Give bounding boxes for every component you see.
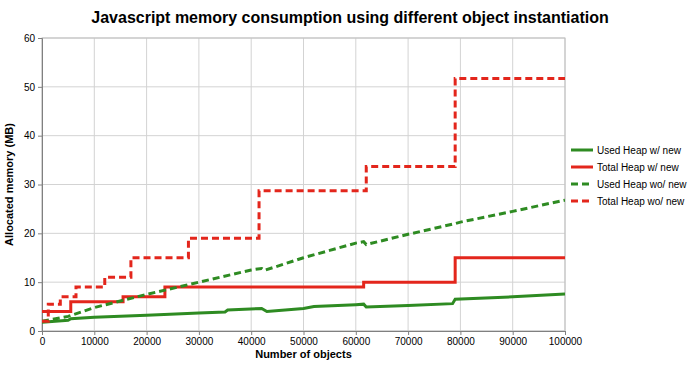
legend-swatch [571,183,593,186]
y-tick-mark [38,185,42,186]
x-tick-label: 60000 [342,336,370,347]
legend-swatch [571,200,593,203]
x-tick-mark [356,331,357,335]
grid-line-x [94,38,95,331]
y-tick-mark [38,331,42,332]
x-tick-label: 0 [40,336,46,347]
plot-area [42,79,565,323]
x-tick: 10000 [81,331,109,347]
x-tick-label: 50000 [290,336,318,347]
x-tick: 20000 [133,331,161,347]
grid-line-x [460,38,461,331]
y-tick-label: 30 [24,179,36,190]
y-tick-mark [38,38,42,39]
grid-line-x [146,38,147,331]
y-axis: 0 10 20 30 40 50 60 [24,33,43,337]
legend-label: Used Heap w/ new [597,145,682,156]
x-tick: 40000 [238,331,266,347]
y-tick: 0 [29,326,42,337]
y-tick: 60 [24,33,42,44]
x-tick-mark [304,331,305,335]
y-axis-title: Allocated memory (MB) [3,123,15,246]
x-tick-mark [513,331,514,335]
y-tick: 40 [24,130,42,141]
y-tick: 20 [24,228,42,239]
legend-label: Total Heap w/ new [597,162,679,173]
y-tick-mark [38,282,42,283]
x-axis-title: Number of objects [255,348,352,360]
y-tick: 50 [24,82,42,93]
x-tick: 70000 [395,331,423,347]
x-tick-mark [460,331,461,335]
x-tick: 50000 [290,331,318,347]
plot-frame [42,38,565,331]
y-tick-label: 50 [24,82,36,93]
x-tick-mark [199,331,200,335]
chart: 0 10000 20000 30000 40000 50000 60000 70000 8000… [0,0,700,373]
x-tick: 0 [40,331,46,347]
x-tick: 100000 [549,331,583,347]
grid [42,38,565,331]
chart-title: Javascript memory consumption using diff… [91,9,608,26]
legend-swatch [571,166,593,169]
x-tick-label: 100000 [549,336,583,347]
y-tick-label: 0 [29,326,35,337]
x-tick: 60000 [342,331,370,347]
series-line [42,200,565,321]
legend: Used Heap w/ new Total Heap w/ new Used He… [571,145,687,207]
y-tick-mark [38,136,42,137]
series-line [42,294,565,322]
y-tick: 10 [24,277,42,288]
x-tick-label: 10000 [81,336,109,347]
y-tick-label: 20 [24,228,36,239]
x-tick: 80000 [447,331,475,347]
x-tick: 30000 [185,331,213,347]
x-tick-mark [147,331,148,335]
x-tick-label: 70000 [395,336,423,347]
y-tick-mark [38,87,42,88]
y-axis-line [38,39,43,332]
y-tick-label: 60 [24,33,36,44]
x-tick-label: 40000 [238,336,266,347]
x-tick-mark [251,331,252,335]
grid-line-x [408,38,409,331]
legend-swatch [571,149,593,152]
legend-label: Used Heap wo/ new [597,179,687,190]
y-tick-mark [38,233,42,234]
x-axis: 0 10000 20000 30000 40000 50000 60000 70000 8000… [40,331,583,347]
grid-line-x [512,38,513,331]
x-tick-label: 90000 [499,336,527,347]
x-tick-mark [565,331,566,335]
x-tick-label: 30000 [185,336,213,347]
y-tick: 30 [24,179,42,190]
legend-label: Total Heap wo/ new [597,196,685,207]
x-tick-mark [408,331,409,335]
series-line [42,258,565,312]
x-tick-label: 80000 [447,336,475,347]
x-tick-mark [94,331,95,335]
y-tick-label: 10 [24,277,36,288]
y-tick-label: 40 [24,130,36,141]
x-tick: 90000 [499,331,527,347]
series-line [42,79,565,322]
x-tick-label: 20000 [133,336,161,347]
x-axis-line [43,332,566,336]
